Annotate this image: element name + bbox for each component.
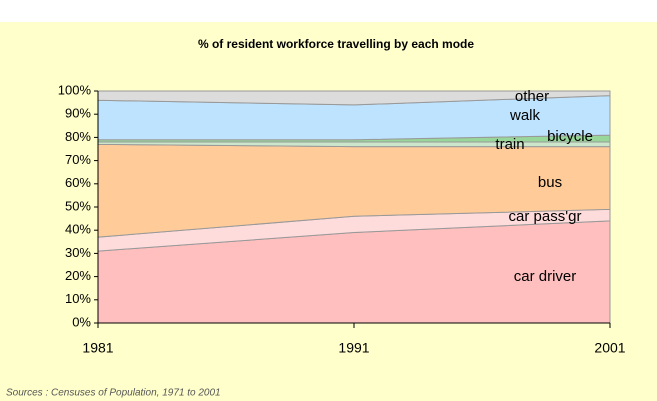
y-tick-label: 70% <box>65 152 91 167</box>
y-tick-label: 90% <box>65 106 91 121</box>
y-tick-label: 10% <box>65 291 91 306</box>
y-tick-label: 40% <box>65 222 91 237</box>
series-label: bicycle <box>547 128 593 145</box>
y-tick-label: 100% <box>58 82 92 97</box>
chart-title: % of resident workforce travelling by ea… <box>198 37 474 51</box>
series-label: car driver <box>514 268 577 285</box>
series-label: car pass'gr <box>509 208 582 225</box>
y-tick-label: 30% <box>65 245 91 260</box>
y-tick-label: 50% <box>65 198 91 213</box>
series-label: bus <box>538 174 562 191</box>
y-tick-label: 20% <box>65 268 91 283</box>
source-note: Sources : Censuses of Population, 1971 t… <box>6 388 221 399</box>
y-tick-label: 60% <box>65 175 91 190</box>
x-tick-label: 1991 <box>338 340 369 356</box>
y-tick-label: 0% <box>72 314 91 329</box>
series-label: other <box>515 88 549 105</box>
x-tick-label: 2001 <box>594 340 625 356</box>
series-label: walk <box>509 107 541 124</box>
y-tick-label: 80% <box>65 129 91 144</box>
series-label: train <box>495 136 524 153</box>
x-tick-label: 1981 <box>82 340 113 356</box>
